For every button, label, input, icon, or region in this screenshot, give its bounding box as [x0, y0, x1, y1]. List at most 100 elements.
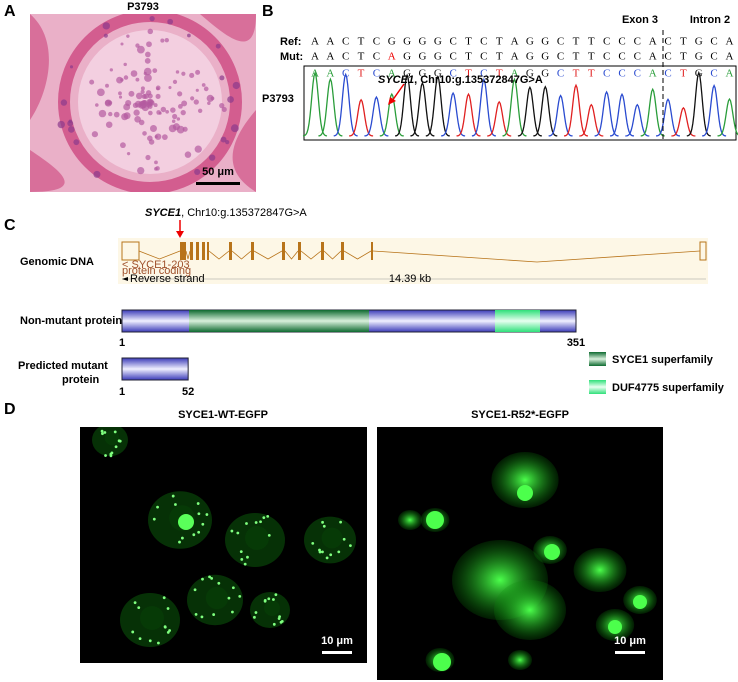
nucleus: [195, 88, 199, 92]
nucleus: [156, 110, 161, 115]
puncta: [254, 611, 258, 614]
nucleus: [154, 135, 158, 139]
mut-base: A: [725, 51, 733, 63]
mut-base: A: [511, 51, 519, 63]
nucleus: [137, 166, 145, 175]
puncta: [262, 516, 266, 520]
scale-label: 10 μm: [614, 635, 646, 647]
puncta: [231, 610, 234, 614]
exon: [190, 242, 193, 260]
puncta: [162, 596, 166, 600]
base-call: T: [465, 68, 472, 80]
ref-base: A: [649, 36, 657, 48]
nucleus: [123, 75, 129, 80]
nucleus: [219, 102, 225, 109]
puncta: [201, 577, 204, 581]
ref-base: G: [434, 36, 442, 48]
mut-base: C: [449, 51, 456, 63]
intron-label: Intron 2: [690, 14, 730, 26]
nucleus: [160, 106, 167, 113]
puncta: [337, 550, 341, 554]
puncta: [138, 637, 142, 641]
mut-base: T: [573, 51, 580, 63]
puncta: [178, 514, 194, 530]
nucleus: [138, 119, 145, 126]
chromatogram-frame: [303, 65, 737, 141]
base-call: T: [588, 68, 595, 80]
intron: [231, 250, 252, 260]
nucleus: [123, 62, 127, 67]
ref-base: C: [634, 36, 641, 48]
scale-label: 50 μm: [202, 166, 234, 178]
panel-label: A: [4, 3, 16, 20]
mut-label: Mut:: [280, 51, 303, 63]
nucleus: [69, 65, 74, 69]
fluorescence-image: [80, 427, 367, 663]
puncta: [152, 517, 156, 521]
puncta: [163, 625, 167, 629]
puncta: [329, 553, 333, 557]
nucleus: [126, 152, 131, 156]
exon: [298, 242, 301, 260]
residue-label: 1: [119, 386, 125, 398]
ref-base: C: [373, 36, 380, 48]
puncta: [246, 555, 249, 559]
nucleus: [195, 69, 201, 75]
gene-model: [121, 241, 707, 263]
puncta: [110, 451, 114, 455]
intron: [372, 250, 701, 263]
base-call: G: [541, 68, 549, 80]
nucleus: [120, 78, 124, 82]
nucleus: [121, 113, 129, 121]
puncta: [325, 556, 329, 560]
trace-peak: [671, 106, 696, 137]
nucleus: [201, 83, 206, 87]
nucleus: [168, 124, 177, 133]
base-call: A: [649, 68, 657, 80]
cell: [573, 548, 627, 592]
nucleus: [102, 22, 110, 30]
mutation: , Chr10:g.135372847G>A: [181, 207, 307, 219]
puncta: [236, 531, 240, 535]
residue-label: 52: [182, 386, 194, 398]
nucleus: [120, 42, 124, 46]
transcript-name: < SYCE1-203: [122, 259, 190, 271]
gene-name: SYCE1: [378, 74, 414, 86]
base-call: G: [526, 68, 534, 80]
bright-cell: [517, 485, 533, 501]
mut-base: C: [373, 51, 380, 63]
puncta: [194, 612, 198, 616]
base-call: C: [603, 68, 610, 80]
puncta: [117, 439, 121, 443]
scale-bar: [322, 651, 352, 654]
nucleus: [141, 94, 147, 100]
residue-label: 1: [119, 337, 125, 349]
puncta: [227, 596, 231, 600]
base-call: A: [326, 68, 334, 80]
intron: [323, 250, 342, 260]
nucleus: [209, 154, 216, 161]
nucleus: [194, 145, 202, 153]
nucleus: [193, 99, 199, 105]
base-call: C: [618, 68, 625, 80]
ref-base: C: [710, 36, 717, 48]
nucleus: [108, 111, 113, 117]
trace-peak: [456, 92, 481, 137]
nucleus: [155, 93, 161, 99]
nucleus: [176, 117, 181, 121]
puncta: [272, 622, 276, 626]
nucleus: [205, 586, 229, 610]
nucleus: [149, 15, 155, 22]
domain: [495, 310, 540, 332]
nucleus: [89, 79, 95, 85]
trace-peak: [379, 92, 404, 137]
nucleus: [147, 99, 153, 105]
base-call: C: [480, 68, 487, 80]
histology-image: [30, 14, 256, 192]
nucleus: [142, 131, 147, 136]
ref-base: C: [480, 36, 487, 48]
gene-name: SYCE1: [145, 207, 181, 219]
base-call: T: [680, 68, 687, 80]
ref-base: G: [418, 36, 426, 48]
base-call: C: [634, 68, 641, 80]
